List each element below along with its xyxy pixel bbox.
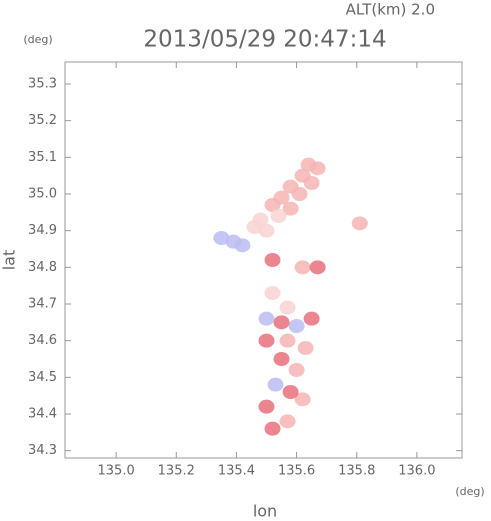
data-point bbox=[288, 363, 305, 377]
y-tick-label: 35.3 bbox=[28, 77, 57, 92]
data-point bbox=[294, 260, 311, 275]
subtitle: ALT(km) 2.0 bbox=[346, 1, 435, 19]
data-point bbox=[258, 333, 275, 348]
plot-frame bbox=[64, 61, 463, 459]
data-point bbox=[264, 286, 281, 300]
data-point bbox=[279, 300, 296, 315]
data-point bbox=[270, 209, 287, 223]
y-tick-label: 35.0 bbox=[28, 187, 57, 202]
data-point bbox=[288, 319, 305, 333]
data-point bbox=[267, 377, 284, 392]
data-point bbox=[303, 311, 320, 326]
y-axis-label: lat bbox=[0, 250, 19, 271]
data-point bbox=[258, 311, 275, 326]
y-tick-label: 34.9 bbox=[28, 223, 57, 238]
data-point bbox=[282, 385, 299, 399]
y-tick-label: 34.6 bbox=[28, 333, 57, 348]
y-unit: (deg) bbox=[23, 33, 52, 46]
data-point bbox=[294, 392, 311, 407]
data-point bbox=[273, 315, 290, 330]
data-point bbox=[264, 253, 281, 267]
data-point bbox=[279, 333, 296, 348]
data-point bbox=[246, 220, 263, 234]
data-point bbox=[258, 223, 275, 238]
x-tick-label: 135.2 bbox=[158, 464, 195, 479]
data-point bbox=[351, 216, 368, 231]
x-tick-label: 135.0 bbox=[98, 464, 135, 479]
y-tick-label: 34.4 bbox=[28, 407, 57, 422]
data-point bbox=[309, 260, 326, 275]
y-tick-label: 34.5 bbox=[28, 370, 57, 385]
x-axis-label: lon bbox=[253, 502, 277, 521]
y-tick-label: 34.3 bbox=[28, 443, 57, 458]
data-point bbox=[213, 231, 230, 245]
data-point bbox=[291, 187, 308, 201]
data-point bbox=[282, 201, 299, 216]
y-tick-label: 35.2 bbox=[28, 113, 57, 128]
data-point bbox=[309, 161, 326, 176]
y-tick-label: 34.7 bbox=[28, 297, 57, 312]
data-point bbox=[258, 399, 275, 414]
data-point bbox=[264, 198, 281, 212]
x-tick-label: 136.0 bbox=[398, 464, 435, 479]
x-tick-label: 135.4 bbox=[218, 464, 255, 479]
y-tick-label: 35.1 bbox=[28, 150, 57, 165]
x-tick-label: 135.8 bbox=[338, 464, 375, 479]
data-point bbox=[273, 352, 290, 366]
data-point bbox=[234, 238, 251, 253]
y-tick-label: 34.8 bbox=[28, 260, 57, 275]
data-point bbox=[297, 341, 314, 355]
data-point bbox=[279, 414, 296, 429]
data-point bbox=[303, 176, 320, 190]
x-unit: (deg) bbox=[455, 485, 484, 498]
x-tick-label: 135.6 bbox=[278, 464, 315, 479]
data-point bbox=[264, 421, 281, 436]
chart-title: 2013/05/29 20:47:14 bbox=[143, 27, 386, 53]
